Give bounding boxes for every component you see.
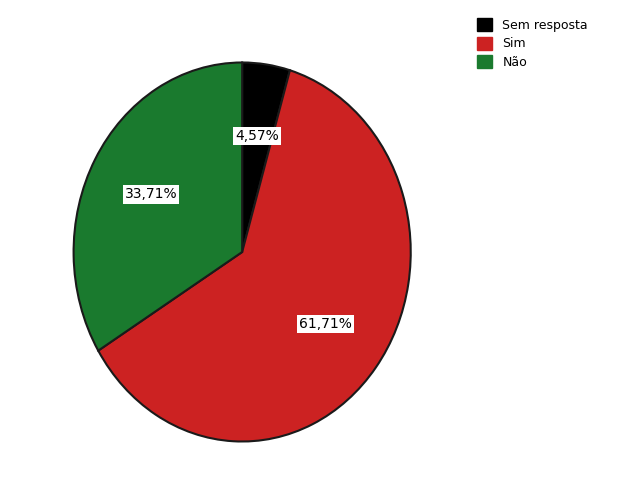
Text: 4,57%: 4,57% <box>235 129 279 143</box>
Legend: Sem resposta, Sim, Não: Sem resposta, Sim, Não <box>471 12 594 75</box>
Wedge shape <box>74 62 242 351</box>
Wedge shape <box>242 62 290 252</box>
Text: 33,71%: 33,71% <box>125 187 177 202</box>
Text: 61,71%: 61,71% <box>299 317 352 331</box>
Wedge shape <box>98 70 411 442</box>
